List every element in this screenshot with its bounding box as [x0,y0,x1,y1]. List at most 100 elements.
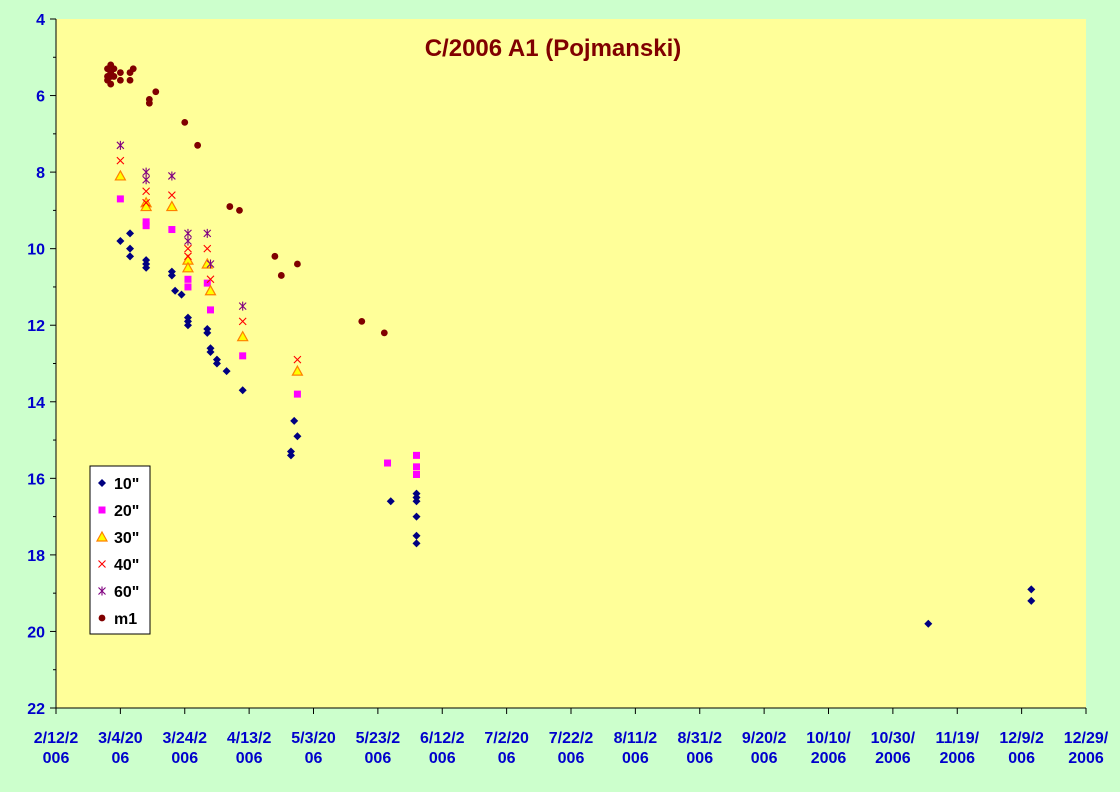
data-point [412,512,421,521]
axes: 4 6 8 10 12 14 16 18 20 22 2/12/2 006 3/4/20 06 3/24/2… [27,12,1109,767]
data-point [116,237,125,246]
data-point [184,228,192,238]
data-point [384,459,392,467]
data-point [116,140,125,150]
data-point [412,539,421,548]
data-point [142,198,151,207]
x-tick-label: 8/11/2 006 [614,730,658,767]
legend-label: 20" [114,503,139,520]
legend-label: 10" [114,476,139,493]
y-tick-label: 4 [36,12,45,29]
x-tick-label-line: 2006 [939,750,975,767]
x-tick-label-line: 10/10/ [806,730,851,747]
data-point [168,226,176,234]
x-tick-label: 5/3/20 06 [291,730,336,767]
x-tick-label-line: 2006 [811,750,847,767]
x-tick-label: 10/10/2006 [806,730,851,767]
y-tick-label: 20 [27,624,45,641]
y-tick-label: 16 [27,471,45,488]
data-point [239,352,247,360]
y-tick-label: 8 [36,165,45,182]
data-point [183,321,192,330]
x-tick-label: 12/29/2006 [1064,730,1109,767]
x-tick-label: 2/12/2 006 [34,730,79,767]
data-point [203,244,212,253]
data-point [1027,585,1036,594]
legend-marker [98,560,106,568]
data-point [203,228,212,238]
data-point [207,306,214,314]
data-point [142,167,151,177]
data-point [412,531,421,540]
x-tick-label-line: 006 [751,750,778,767]
series-4 [116,140,247,311]
x-tick-label-line: 8/11/2 [614,730,658,747]
data-point [129,65,137,73]
data-point [181,261,194,273]
data-point [116,195,124,203]
x-tick-label-line: 9/20/2 [742,730,787,747]
x-tick-label-line: 006 [1008,750,1035,767]
data-point [290,416,299,425]
data-point [142,187,151,196]
legend: 10" 20" 30" 40" 60" m1 [89,465,151,635]
data-point [126,252,135,261]
data-point [386,497,395,506]
data-point [203,328,212,337]
data-marks [104,61,1036,628]
data-point [204,284,217,296]
y-tick-label: 18 [27,548,45,565]
data-point [380,329,388,337]
data-point [167,191,176,199]
data-point [413,471,420,479]
data-point [181,118,189,126]
x-tick-label-line: 11/19/ [935,730,979,747]
data-point [116,156,125,165]
x-tick-label-line: 3/4/20 [98,730,143,747]
data-point [293,390,301,398]
legend-item: 60" [98,584,139,601]
data-point [126,244,135,253]
data-point [212,359,221,368]
x-tick-label-line: 12/9/2 [999,730,1044,747]
data-point [165,200,178,212]
legend-marker [95,530,109,542]
data-point [238,301,247,311]
legend-box [89,465,151,635]
y-tick-label: 22 [27,701,45,718]
series-1 [116,195,420,479]
x-tick-label-line: 006 [429,750,456,767]
x-tick-label: 9/20/2 006 [742,730,787,767]
data-point [291,364,304,376]
data-point [238,386,247,395]
data-point [413,451,420,459]
data-point [271,252,279,260]
data-point [142,175,151,185]
x-tick-label-line: 06 [111,750,129,767]
x-tick-label: 4/13/2 006 [227,730,272,767]
data-point [293,355,302,364]
data-point [142,218,150,226]
x-tick-label-line: 2006 [875,750,911,767]
data-point [194,141,202,149]
data-point [413,463,420,471]
data-point [184,244,192,253]
legend-label: 30" [114,530,139,547]
x-tick-label-line: 006 [236,750,263,767]
x-tick-label-line: 006 [43,750,70,767]
legend-item: 10" [98,476,139,493]
x-tick-label-line: 006 [558,750,585,767]
x-tick-label-line: 06 [305,750,323,767]
legend-item: 30" [95,530,139,547]
legend-label: m1 [114,611,137,628]
data-point [116,69,124,76]
x-tick-label-line: 06 [498,750,516,767]
data-point [222,367,231,376]
x-tick-label-line: 12/29/ [1064,730,1109,747]
data-point [184,236,192,246]
data-point [126,229,135,238]
data-point [142,222,150,230]
data-point [142,259,151,268]
x-tick-label-line: 5/3/20 [291,730,336,747]
